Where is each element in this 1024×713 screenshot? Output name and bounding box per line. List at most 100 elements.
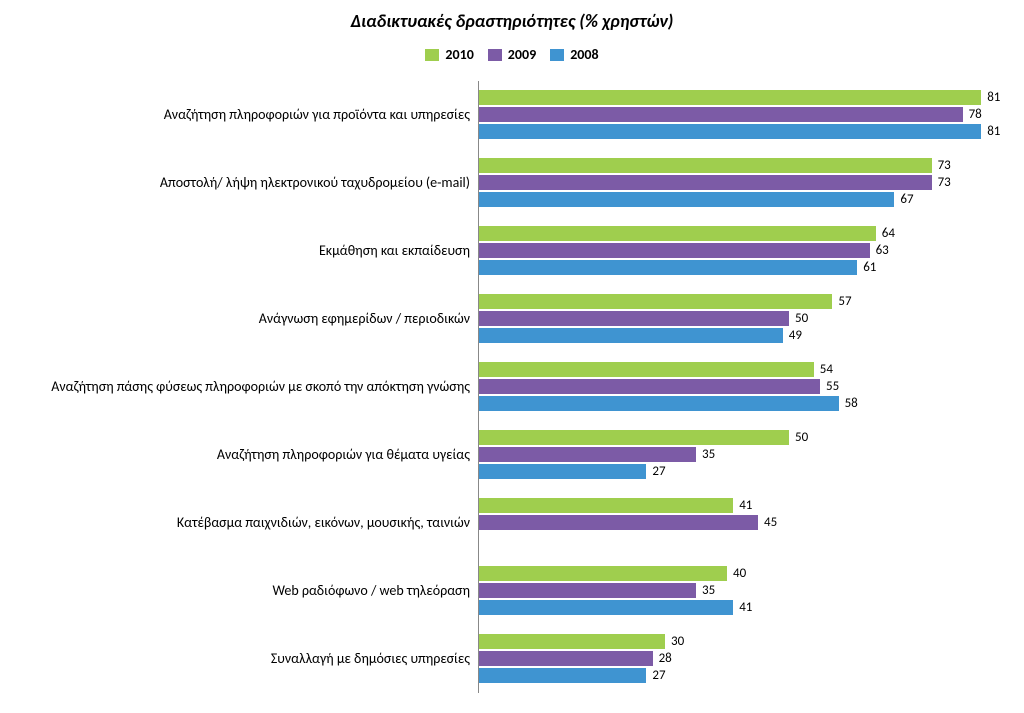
bar xyxy=(479,311,789,326)
chart-plot-area: Αναζήτηση πληροφοριών για προϊόντα και υ… xyxy=(18,81,1006,693)
category-label: Εκμάθηση και εκπαίδευση xyxy=(18,217,478,285)
bar-group: 57 50 49 xyxy=(479,285,1006,353)
bar xyxy=(479,260,857,275)
bar xyxy=(479,566,727,581)
bar-row: 57 xyxy=(479,293,1006,309)
bar-row: 45 xyxy=(479,514,1006,530)
bar xyxy=(479,226,876,241)
bar-row: 49 xyxy=(479,327,1006,343)
bar-value-label: 50 xyxy=(795,311,808,326)
bar-group: 40 35 41 xyxy=(479,557,1006,625)
bar-value-label: 63 xyxy=(876,243,889,258)
bar-value-label: 78 xyxy=(969,107,982,122)
bar-value-label: 41 xyxy=(739,498,752,513)
bar-value-label: 35 xyxy=(702,447,715,462)
bar-row: 55 xyxy=(479,378,1006,394)
bar-value-label: 30 xyxy=(671,634,684,649)
bar-group: 81 78 81 xyxy=(479,81,1006,149)
bar-value-label: 61 xyxy=(863,260,876,275)
legend-label-2009: 2009 xyxy=(508,46,536,63)
bar-row: 30 xyxy=(479,633,1006,649)
legend-label-2008: 2008 xyxy=(570,46,598,63)
bar-row: 61 xyxy=(479,259,1006,275)
bar-value-label: 50 xyxy=(795,430,808,445)
bar-row: 50 xyxy=(479,429,1006,445)
bar-row: 67 xyxy=(479,191,1006,207)
bar-value-label: 45 xyxy=(764,515,777,530)
bar-row: 28 xyxy=(479,650,1006,666)
bar-row: 41 xyxy=(479,497,1006,513)
legend-swatch-2008 xyxy=(550,49,564,61)
category-label: Αναζήτηση πληροφοριών για θέματα υγείας xyxy=(18,421,478,489)
category-label: Κατέβασμα παιχνιδιών, εικόνων, μουσικής,… xyxy=(18,489,478,557)
bar-group: 54 55 58 xyxy=(479,353,1006,421)
category-label: Συναλλαγή με δημόσιες υπηρεσίες xyxy=(18,625,478,693)
bar-row: 81 xyxy=(479,89,1006,105)
bar-row: 58 xyxy=(479,395,1006,411)
chart-title: Διαδικτυακές δραστηριότητες (% χρηστών) xyxy=(18,10,1006,32)
bar-value-label: 81 xyxy=(987,124,1000,139)
bar-value-label: 49 xyxy=(789,328,802,343)
bar-group: 41 45 xyxy=(479,489,1006,557)
bar-value-label: 27 xyxy=(652,668,665,683)
bar-row: 35 xyxy=(479,582,1006,598)
bar xyxy=(479,583,696,598)
bar xyxy=(479,362,814,377)
bar-value-label: 27 xyxy=(652,464,665,479)
legend-item-2009: 2009 xyxy=(488,46,536,63)
bar xyxy=(479,634,665,649)
bar-value-label: 73 xyxy=(938,175,951,190)
bar-group: 73 73 67 xyxy=(479,149,1006,217)
bar xyxy=(479,498,733,513)
bar-row: 64 xyxy=(479,225,1006,241)
category-label: Αποστολή/ λήψη ηλεκτρονικού ταχυδρομείου… xyxy=(18,149,478,217)
bar-value-label: 55 xyxy=(826,379,839,394)
bar-value-label: 28 xyxy=(659,651,672,666)
bar xyxy=(479,430,789,445)
y-axis-labels: Αναζήτηση πληροφοριών για προϊόντα και υ… xyxy=(18,81,478,693)
bar-row: 27 xyxy=(479,463,1006,479)
bar xyxy=(479,107,963,122)
bar xyxy=(479,328,783,343)
bar-row: 81 xyxy=(479,123,1006,139)
bar-row: 27 xyxy=(479,667,1006,683)
bar xyxy=(479,447,696,462)
bar-value-label: 54 xyxy=(820,362,833,377)
bar-row: 40 xyxy=(479,565,1006,581)
legend-swatch-2009 xyxy=(488,49,502,61)
bar xyxy=(479,294,832,309)
chart-legend: 2010 2009 2008 xyxy=(18,46,1006,63)
bar-value-label: 41 xyxy=(739,600,752,615)
bar-row: 50 xyxy=(479,310,1006,326)
bar xyxy=(479,158,932,173)
bar-row: 54 xyxy=(479,361,1006,377)
category-label: Αναζήτηση πάσης φύσεως πληροφοριών με σκ… xyxy=(18,353,478,421)
bar-value-label: 40 xyxy=(733,566,746,581)
legend-swatch-2010 xyxy=(425,49,439,61)
legend-item-2008: 2008 xyxy=(550,46,598,63)
bar-value-label: 67 xyxy=(900,192,913,207)
bar-row: 41 xyxy=(479,599,1006,615)
bar-row: 73 xyxy=(479,157,1006,173)
bar-value-label: 58 xyxy=(845,396,858,411)
bar xyxy=(479,600,733,615)
bar-group: 30 28 27 xyxy=(479,625,1006,693)
bar-value-label: 57 xyxy=(838,294,851,309)
bar-value-label: 35 xyxy=(702,583,715,598)
bar-row: 63 xyxy=(479,242,1006,258)
bar-row: 73 xyxy=(479,174,1006,190)
bar xyxy=(479,90,981,105)
bar xyxy=(479,192,894,207)
category-label: Ανάγνωση εφημερίδων / περιοδικών xyxy=(18,285,478,353)
bar xyxy=(479,175,932,190)
bar-group: 50 35 27 xyxy=(479,421,1006,489)
category-label: Αναζήτηση πληροφοριών για προϊόντα και υ… xyxy=(18,81,478,149)
bar xyxy=(479,243,870,258)
bar-row: 78 xyxy=(479,106,1006,122)
bar-row xyxy=(479,531,1006,547)
bar-row: 35 xyxy=(479,446,1006,462)
category-label: Web ραδιόφωνο / web τηλεόραση xyxy=(18,557,478,625)
bar-value-label: 64 xyxy=(882,226,895,241)
bar xyxy=(479,396,839,411)
bar xyxy=(479,464,646,479)
